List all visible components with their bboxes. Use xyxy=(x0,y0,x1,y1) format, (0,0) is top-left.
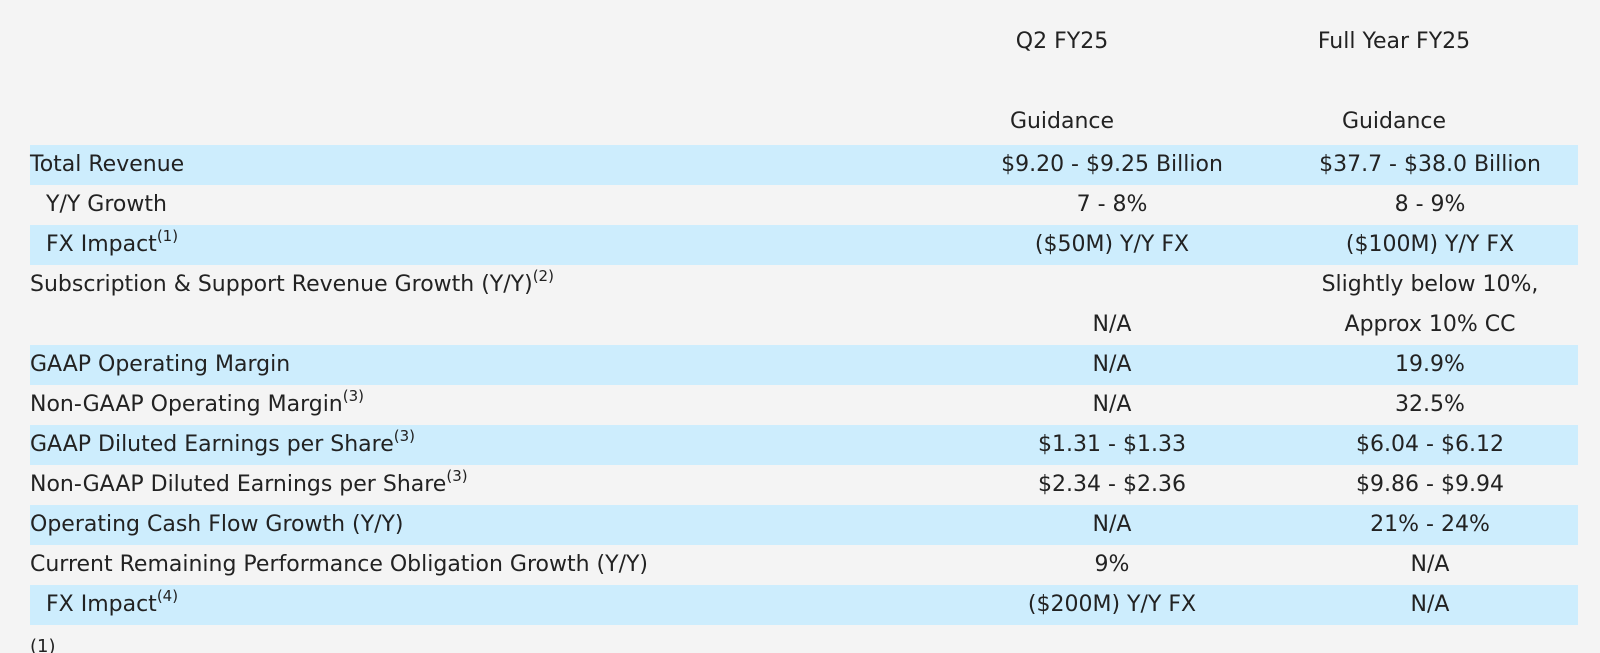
q2-spacer xyxy=(942,265,1282,305)
q2-value: N/A xyxy=(1092,312,1132,337)
row-label: Total Revenue xyxy=(30,145,942,185)
q2-value: N/A xyxy=(942,345,1282,385)
table-row: GAAP Diluted Earnings per Share(3) $1.31… xyxy=(30,425,1578,465)
row-label: Y/Y Growth xyxy=(46,192,167,217)
fy-value: ($100M) Y/Y FX xyxy=(1282,225,1578,265)
fy-value: N/A xyxy=(1410,552,1450,577)
fy-value: 8 - 9% xyxy=(1394,192,1466,217)
table-row: Non-GAAP Diluted Earnings per Share(3) $… xyxy=(30,465,1578,505)
q2-value: ($50M) Y/Y FX xyxy=(942,225,1282,265)
row-label: GAAP Diluted Earnings per Share(3) xyxy=(30,425,942,465)
row-label: FX Impact(1) xyxy=(30,225,942,265)
fy-value-line2: Approx 10% CC xyxy=(1344,312,1516,337)
guidance-table: Total Revenue $9.20 - $9.25 Billion $37.… xyxy=(30,145,1578,625)
footnote-marker: (1) xyxy=(156,226,179,245)
footnote-marker: (2) xyxy=(532,266,554,285)
row-label: Non-GAAP Diluted Earnings per Share(3) xyxy=(30,465,942,505)
table-row: Y/Y Growth 7 - 8% 8 - 9% xyxy=(30,185,1578,225)
fy-value: $9.86 - $9.94 xyxy=(1356,472,1504,497)
footnote-marker: (3) xyxy=(342,386,364,405)
row-label: FX Impact(4) xyxy=(30,585,942,625)
table-row-continuation: N/A Approx 10% CC xyxy=(30,305,1578,345)
footnote-peek: (1) xyxy=(30,636,56,653)
footnote-marker: (4) xyxy=(156,586,179,605)
fy-column-header: Full Year FY25 xyxy=(1317,29,1471,54)
fy-value: 21% - 24% xyxy=(1282,505,1578,545)
q2-column-subheader: Guidance xyxy=(1009,109,1115,134)
fy-value: 32.5% xyxy=(1395,392,1465,417)
q2-value: $2.34 - $2.36 xyxy=(1038,472,1186,497)
footnote-marker: (3) xyxy=(393,426,415,445)
row-label: Current Remaining Performance Obligation… xyxy=(30,552,649,577)
row-label: Operating Cash Flow Growth (Y/Y) xyxy=(30,505,942,545)
row-label: Non-GAAP Operating Margin(3) xyxy=(30,385,942,425)
row-label-text: FX Impact xyxy=(46,232,157,257)
row-label-text: Subscription & Support Revenue Growth (Y… xyxy=(30,272,533,297)
fy-value-line1: Slightly below 10%, xyxy=(1321,272,1539,297)
fy-value: 19.9% xyxy=(1282,345,1578,385)
table-row: Total Revenue $9.20 - $9.25 Billion $37.… xyxy=(30,145,1578,185)
row-label: Subscription & Support Revenue Growth (Y… xyxy=(30,265,942,305)
table-row: Subscription & Support Revenue Growth (Y… xyxy=(30,265,1578,305)
row-label-text: Non-GAAP Operating Margin xyxy=(30,392,343,417)
table-row: FX Impact(4) ($200M) Y/Y FX N/A xyxy=(30,585,1578,625)
q2-column-header: Q2 FY25 xyxy=(1015,29,1109,54)
q2-value: 7 - 8% xyxy=(1076,192,1148,217)
fy-column-subheader: Guidance xyxy=(1341,109,1447,134)
row-label: GAAP Operating Margin xyxy=(30,345,942,385)
row-label-text: FX Impact xyxy=(46,592,157,617)
table-row: FX Impact(1) ($50M) Y/Y FX ($100M) Y/Y F… xyxy=(30,225,1578,265)
q2-value: $1.31 - $1.33 xyxy=(942,425,1282,465)
table-row: GAAP Operating Margin N/A 19.9% xyxy=(30,345,1578,385)
label-spacer xyxy=(30,305,942,345)
q2-value: N/A xyxy=(942,505,1282,545)
row-label-text: Non-GAAP Diluted Earnings per Share xyxy=(30,472,447,497)
q2-value: $9.20 - $9.25 Billion xyxy=(942,145,1282,185)
row-label-text: GAAP Diluted Earnings per Share xyxy=(30,432,394,457)
q2-value: ($200M) Y/Y FX xyxy=(942,585,1282,625)
table-row: Non-GAAP Operating Margin(3) N/A 32.5% xyxy=(30,385,1578,425)
fy-value: $6.04 - $6.12 xyxy=(1282,425,1578,465)
fy-value: N/A xyxy=(1282,585,1578,625)
table-row: Current Remaining Performance Obligation… xyxy=(30,545,1578,585)
table-row: Operating Cash Flow Growth (Y/Y) N/A 21%… xyxy=(30,505,1578,545)
q2-value: 9% xyxy=(1094,552,1130,577)
q2-value: N/A xyxy=(1092,392,1132,417)
fy-value: $37.7 - $38.0 Billion xyxy=(1282,145,1578,185)
footnote-marker: (3) xyxy=(446,466,468,485)
